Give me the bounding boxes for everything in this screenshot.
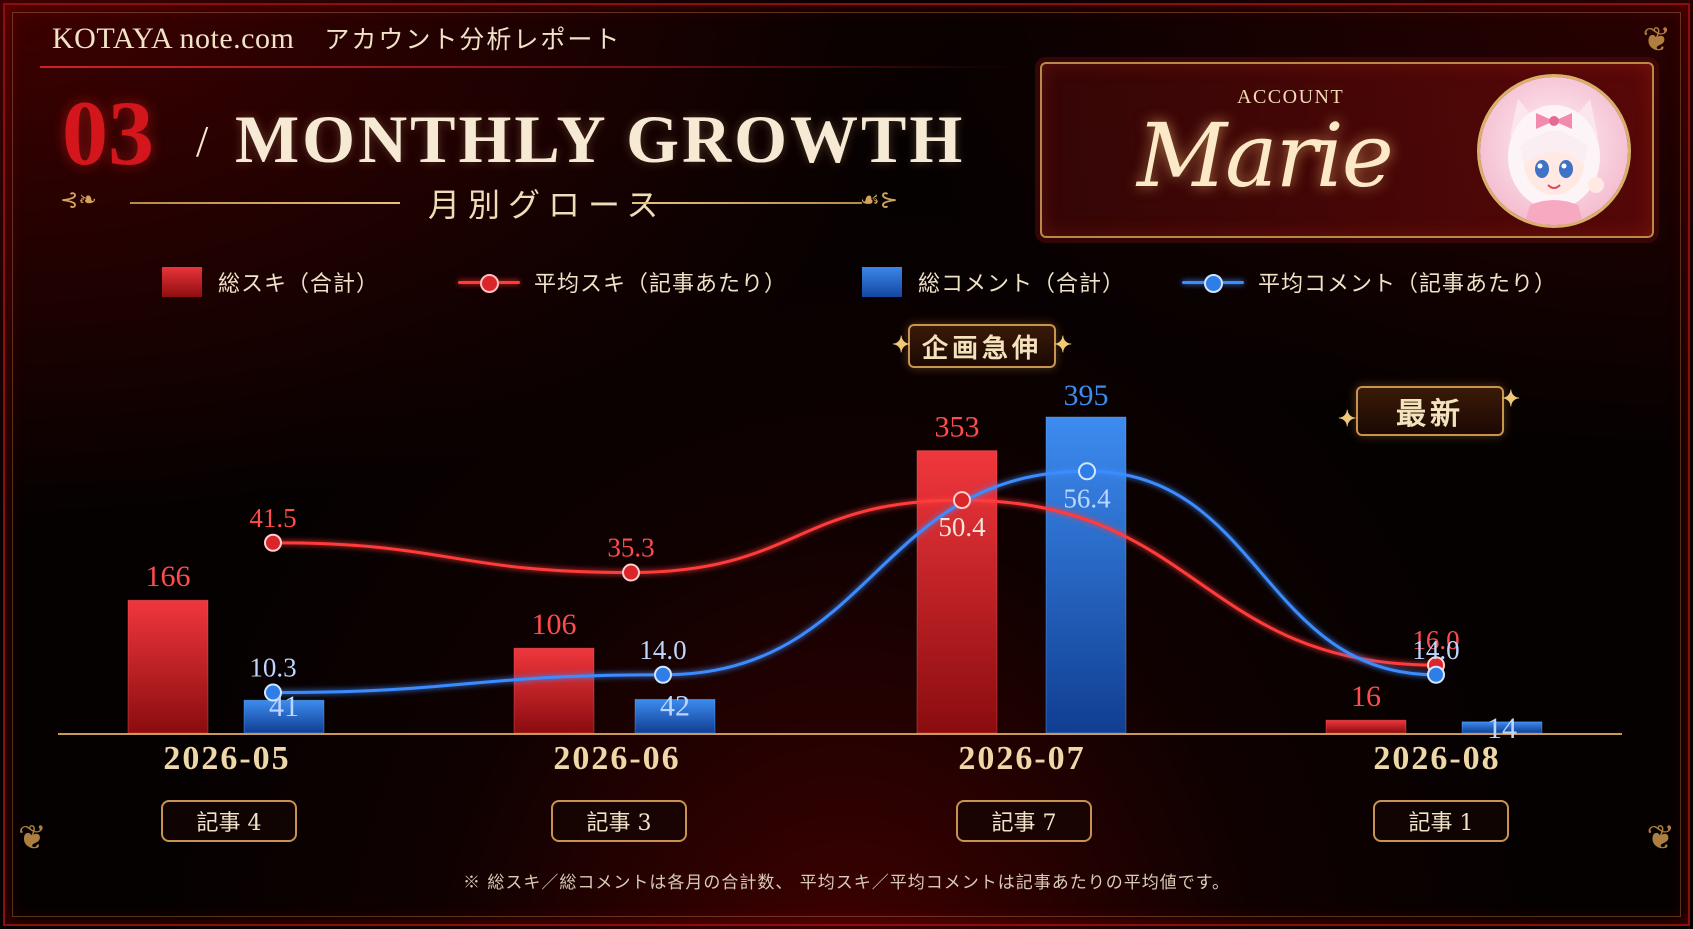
month-label: 2026-07 (958, 740, 1086, 777)
account-card: ACCOUNT Marie (1040, 62, 1654, 238)
section-slash: / (196, 117, 209, 166)
flourish-icon: ⊰❧ (60, 188, 97, 213)
point-label-avg-comments: 56.4 (1063, 483, 1111, 513)
legend-label: 平均コメント（記事あたり） (1258, 272, 1558, 297)
point-avg-likes (622, 563, 640, 582)
legend-label: 平均スキ（記事あたり） (534, 272, 788, 297)
legend-line-red (458, 272, 520, 293)
point-label-avg-comments: 14.0 (639, 635, 686, 665)
account-name: Marie (1137, 104, 1394, 207)
report-title: アカウント分析レポート (324, 25, 622, 54)
legend-label: 総コメント（合計） (918, 272, 1126, 297)
section-subtitle-row: ⊰❧ 月別グロース ☙⊱ (60, 180, 930, 224)
brand-name: KOTAYA note.com (52, 22, 295, 55)
legend-item-avg-likes: 平均スキ（記事あたり） (458, 265, 787, 299)
avatar-illustration (1480, 77, 1628, 225)
corner-ornament-icon: ❦ (1642, 20, 1672, 60)
bar-label-total-likes: 106 (532, 608, 577, 641)
point-label-avg-likes: 35.3 (607, 533, 654, 563)
point-label-avg-comments: 14.0 (1412, 635, 1459, 665)
footnote: ※ 総スキ／総コメントは各月の合計数、 平均スキ／平均コメントは記事あたりの平均… (462, 873, 1231, 893)
point-avg-comments (654, 665, 672, 684)
point-label-avg-likes: 41.5 (249, 503, 296, 533)
point-avg-comments (1078, 462, 1096, 481)
article-count-pill: 記事 1 (1373, 800, 1509, 842)
legend-item-total-likes: 総スキ（合計） (162, 265, 379, 299)
bar-label-total-likes: 16 (1351, 680, 1381, 713)
flourish-icon: ☙⊱ (860, 188, 899, 213)
article-count-pill: 記事 3 (551, 800, 687, 842)
bar-total-likes (1325, 719, 1407, 734)
legend-swatch-red (162, 267, 202, 297)
surge-badge: ✦ 企画急伸 ✦ (892, 324, 1072, 368)
bar-total-comments (634, 698, 716, 734)
line-avg-likes (272, 498, 1437, 667)
line-avg-comments (272, 469, 1437, 695)
account-label: ACCOUNT (1237, 86, 1345, 108)
point-label-avg-likes: 50.4 (938, 512, 986, 542)
bar-total-comments (243, 699, 325, 734)
point-label-avg-likes: 16.0 (1412, 625, 1459, 655)
badge-label: 最新 (1396, 397, 1464, 432)
point-avg-comments (264, 683, 282, 702)
legend-label: 総スキ（合計） (218, 272, 380, 297)
bar-label-total-comments: 42 (660, 689, 690, 722)
bar-label-total-likes: 166 (146, 560, 191, 593)
month-label: 2026-05 (163, 740, 291, 777)
point-avg-likes (264, 533, 282, 552)
legend-swatch-blue (862, 267, 902, 297)
corner-ornament-icon: ❦ (1646, 818, 1676, 858)
legend-item-avg-comments: 平均コメント（記事あたり） (1182, 265, 1557, 299)
latest-badge: ✦ 最新 ✦ (1338, 386, 1520, 436)
legend-line-blue (1182, 272, 1244, 293)
sparkle-icon: ✦ (1501, 386, 1524, 412)
point-avg-comments (1427, 665, 1445, 684)
avatar (1477, 74, 1631, 228)
month-label: 2026-08 (1373, 740, 1501, 777)
point-label-avg-comments: 10.3 (249, 653, 296, 683)
bar-label-total-likes: 353 (935, 411, 980, 444)
sparkle-icon: ✦ (1053, 332, 1076, 358)
bar-total-likes (127, 599, 209, 734)
corner-ornament-icon: ❦ (18, 818, 47, 858)
section-subtitle: 月別グロース (428, 186, 667, 224)
section-number: 03 (62, 82, 154, 184)
section-title: MONTHLY GROWTH (235, 101, 966, 177)
article-count-pill: 記事 7 (956, 800, 1092, 842)
brand-rule (40, 66, 1020, 68)
article-count-pill: 記事 4 (161, 800, 297, 842)
bar-label-total-comments: 395 (1064, 379, 1109, 412)
bar-label-total-comments: 41 (269, 690, 299, 723)
point-avg-likes (953, 491, 971, 510)
badge-label: 企画急伸 (921, 333, 1042, 364)
brand-header: KOTAYA note.com アカウント分析レポート (52, 20, 621, 56)
bar-label-total-comments: 14 (1487, 712, 1517, 745)
divider (632, 202, 862, 204)
sparkle-icon: ✦ (1338, 406, 1361, 432)
month-label: 2026-06 (553, 740, 681, 777)
sparkle-icon: ✦ (892, 332, 915, 358)
legend-item-total-comments: 総コメント（合計） (862, 265, 1125, 299)
bar-total-likes (513, 647, 595, 734)
divider (130, 202, 400, 204)
